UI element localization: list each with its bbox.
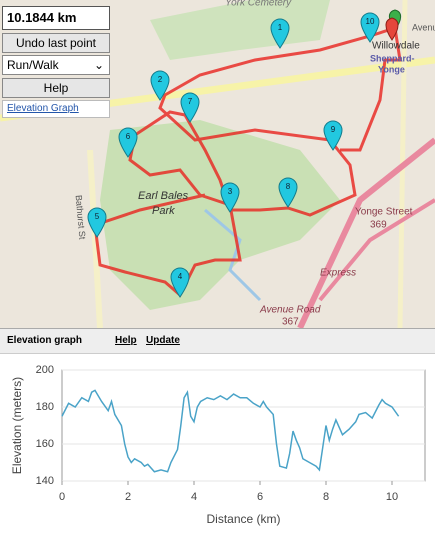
- panel-update[interactable]: Update: [146, 335, 180, 346]
- marker-pin: [87, 207, 107, 238]
- panel-title: Elevation graph: [7, 335, 83, 346]
- y-axis-title: Elevation (meters): [10, 377, 24, 474]
- elevation-line: [61, 389, 400, 473]
- mode-value: Run/Walk: [7, 58, 59, 72]
- marker-label: 5: [95, 212, 100, 221]
- highway: [318, 198, 435, 302]
- marker-pin: [220, 182, 240, 213]
- marker-pin: [170, 267, 190, 298]
- marker-pin: [360, 12, 380, 43]
- map-label: Avenue: [412, 22, 435, 32]
- map-label: Avenue Road: [259, 305, 321, 316]
- x-tick-label: 6: [257, 491, 263, 503]
- elevation-chart: 140 160 180 200 0 2 4 6 8 10 Distance (km) Elevatio…: [10, 364, 426, 526]
- elevation-link[interactable]: Elevation Graph: [2, 100, 110, 118]
- marker-label: 1: [278, 23, 283, 32]
- y-tick-label: 180: [36, 401, 54, 413]
- map-label: Park: [152, 205, 175, 217]
- end-pin: [385, 17, 399, 41]
- map-label: Express: [320, 268, 356, 279]
- x-tick-label: 8: [323, 491, 329, 503]
- panel-header: Elevation graph Help Update: [0, 328, 435, 354]
- x-tick-label: 10: [386, 491, 398, 503]
- dropdown-arrow: ⌄: [93, 58, 104, 72]
- marker-pin: [118, 127, 138, 158]
- marker-pin: [150, 70, 170, 101]
- map-label: 369: [370, 220, 387, 231]
- marker-pin: [278, 177, 298, 208]
- marker-label: 2: [158, 75, 163, 84]
- x-tick-label: 0: [59, 491, 65, 503]
- undo-button[interactable]: Undo last point: [2, 33, 110, 53]
- map-label: Yonge: [378, 64, 405, 74]
- y-tick-label: 200: [36, 364, 54, 376]
- marker-label: 4: [178, 272, 183, 281]
- marker-label: 7: [188, 97, 193, 106]
- road: [87, 149, 103, 328]
- map-label: 367: [282, 317, 299, 328]
- help-button[interactable]: Help: [2, 78, 110, 98]
- marker-pin: [323, 120, 343, 151]
- y-tick-label: 140: [36, 475, 54, 487]
- cemetery: [150, 0, 330, 60]
- map-label: York Cemetery: [225, 0, 292, 9]
- x-tick-label: 2: [125, 491, 131, 503]
- y-tick-label: 160: [36, 438, 54, 450]
- marker-label: 9: [331, 125, 336, 134]
- route: [340, 27, 402, 152]
- distance-box: 10.1844 km: [2, 6, 110, 30]
- highway: [297, 137, 435, 328]
- map-label: Willowdale: [372, 41, 420, 52]
- marker-pin: [180, 92, 200, 123]
- marker-pin: [270, 18, 290, 49]
- marker-label: 6: [126, 132, 131, 141]
- marker-label: 10: [366, 17, 375, 26]
- map-label: Sheppard-: [370, 53, 415, 63]
- map-label: Yonge Street: [355, 207, 413, 218]
- plot-area: [61, 369, 426, 482]
- map-label: Earl Bales: [138, 190, 189, 202]
- map: York Cemetery Willowdale Sheppard- Yonge…: [0, 0, 435, 328]
- mode-select[interactable]: Run/Walk ⌄: [2, 55, 110, 75]
- x-tick-label: 4: [191, 491, 197, 503]
- x-axis-title: Distance (km): [206, 512, 280, 526]
- park: [100, 120, 340, 310]
- marker-label: 8: [286, 182, 291, 191]
- stream: [204, 208, 262, 302]
- panel-help[interactable]: Help: [115, 335, 137, 346]
- marker-label: 3: [228, 187, 233, 196]
- map-label: Bathurst St: [74, 195, 88, 241]
